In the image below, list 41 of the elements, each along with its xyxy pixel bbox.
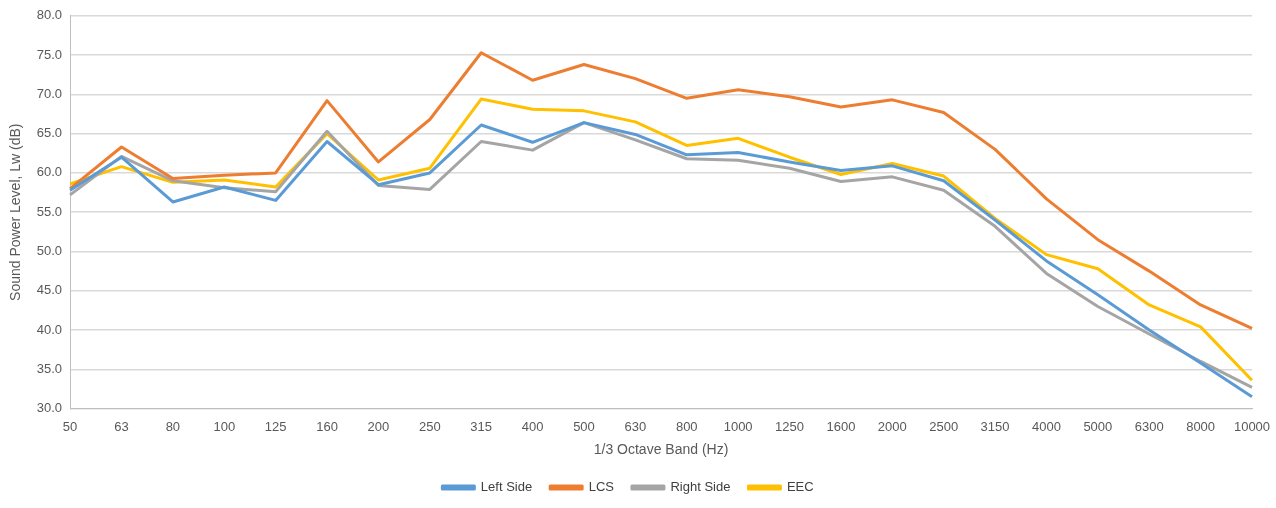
x-tick-label: 63: [114, 418, 129, 434]
x-tick-label: 630: [624, 418, 647, 434]
y-tick-label: 70.0: [36, 85, 63, 101]
y-tick-label: 55.0: [36, 203, 63, 219]
x-tick-label: 10000: [1233, 418, 1271, 434]
legend-label: EEC: [786, 479, 814, 495]
y-tick-label: 65.0: [36, 125, 63, 141]
x-tick-label: 200: [367, 418, 390, 434]
x-tick-label: 160: [316, 418, 338, 434]
y-tick-label: 35.0: [36, 360, 63, 376]
x-tick-label: 50: [62, 418, 78, 434]
x-tick-label: 3150: [980, 418, 1010, 434]
x-tick-label: 6300: [1134, 418, 1164, 434]
x-tick-label: 125: [264, 418, 287, 434]
x-tick-label: 5000: [1083, 418, 1113, 434]
x-tick-label: 4000: [1031, 418, 1061, 434]
y-tick-label: 50.0: [36, 243, 63, 259]
y-tick-label: 30.0: [36, 400, 63, 416]
y-tick-label: 75.0: [36, 46, 63, 62]
x-axis-title: 1/3 Octave Band (Hz): [593, 441, 729, 458]
x-tick-label: 2500: [929, 418, 959, 434]
x-tick-label: 100: [213, 418, 236, 434]
y-axis-title: Sound Power Level, Lw (dB): [7, 123, 24, 301]
x-tick-label: 80: [165, 418, 181, 434]
x-tick-label: 800: [675, 418, 698, 434]
x-tick-label: 400: [521, 418, 544, 434]
x-tick-label: 500: [573, 418, 595, 434]
x-tick-label: 315: [470, 418, 493, 434]
legend-label: LCS: [588, 479, 615, 495]
y-tick-label: 45.0: [36, 282, 63, 298]
y-tick-label: 60.0: [36, 164, 63, 180]
y-tick-label: 40.0: [36, 321, 63, 337]
x-tick-label: 1600: [826, 418, 856, 434]
x-tick-label: 1000: [723, 418, 753, 434]
x-tick-label: 1250: [775, 418, 804, 434]
x-tick-label: 2000: [877, 418, 907, 434]
y-tick-label: 80.0: [36, 7, 63, 23]
legend-label: Right Side: [670, 479, 731, 495]
legend-label: Left Side: [480, 479, 533, 495]
x-tick-label: 8000: [1186, 418, 1216, 434]
x-tick-label: 250: [418, 418, 441, 434]
